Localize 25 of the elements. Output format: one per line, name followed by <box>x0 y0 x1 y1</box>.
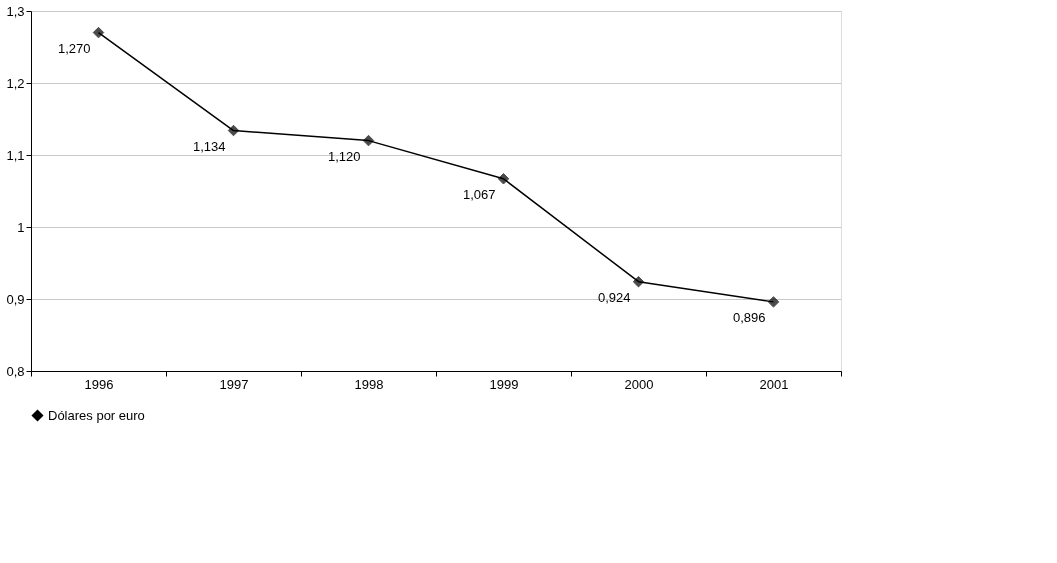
data-label: 1,270 <box>57 40 91 56</box>
point <box>227 124 240 137</box>
data-label: 0,924 <box>597 289 631 305</box>
x-tick-label: 1998 <box>354 376 384 392</box>
x-tick-label: 1999 <box>489 376 519 392</box>
y-tick-label: 1,3 <box>6 3 25 19</box>
point <box>92 26 105 39</box>
x-tick-label: 1996 <box>84 376 114 392</box>
y-tick-label: 1,1 <box>6 147 25 163</box>
point <box>362 134 375 147</box>
data-label: 1,067 <box>462 186 496 202</box>
point <box>632 275 645 288</box>
point <box>767 296 780 308</box>
x-tick-label: 2001 <box>759 376 789 392</box>
y-tick-label: 1,2 <box>6 75 25 91</box>
y-tick-label: 0,9 <box>6 291 25 307</box>
data-label: 1,120 <box>327 148 361 164</box>
x-tick-label: 1997 <box>219 376 249 392</box>
y-tick-label: 0,8 <box>6 363 25 379</box>
data-label: 0,896 <box>732 309 766 325</box>
data-label: 1,134 <box>192 138 226 154</box>
point <box>497 173 510 185</box>
legend-label: Dólares por euro <box>48 407 145 423</box>
x-tick-label: 2000 <box>624 376 654 392</box>
y-tick-label: 1 <box>17 219 25 235</box>
